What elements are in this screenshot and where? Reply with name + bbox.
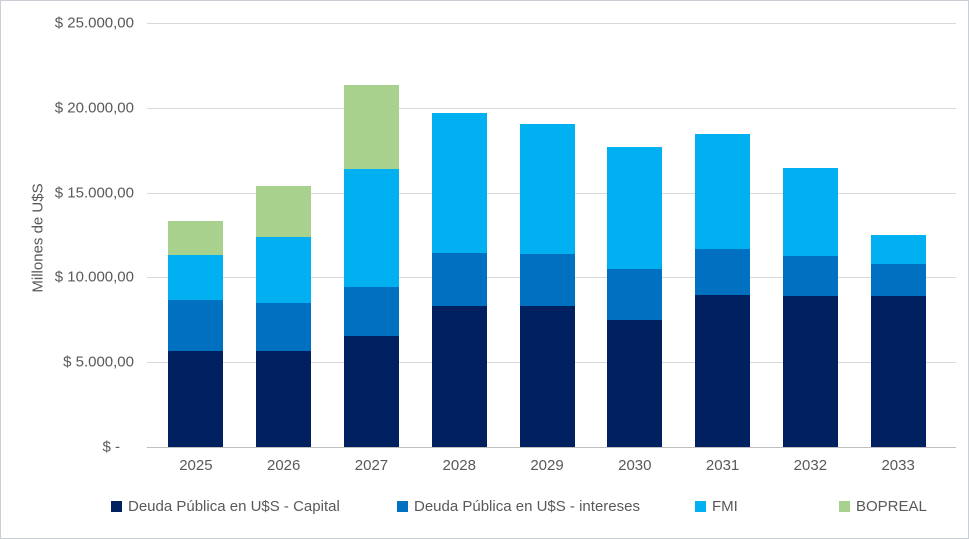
- bars: [152, 23, 942, 447]
- bar-segment: [519, 123, 575, 254]
- stacked-bar-2031: [695, 134, 751, 447]
- stacked-bar-2033: [870, 235, 926, 447]
- bar-segment: [256, 302, 312, 352]
- bar-slot: [591, 23, 679, 447]
- bar-segment: [607, 319, 663, 447]
- bar-slot: [854, 23, 942, 447]
- y-tick-label: $ 25.000,00: [54, 14, 134, 32]
- bar-slot: [240, 23, 328, 447]
- bar-segment: [782, 256, 838, 297]
- bar-segment: [343, 287, 399, 336]
- x-tick-label: 2028: [442, 457, 476, 474]
- bar-segment: [607, 146, 663, 269]
- y-tick-label: $ 20.000,00: [54, 99, 134, 117]
- x-tick-label: 2032: [793, 457, 828, 474]
- x-tick-label: 2029: [530, 457, 564, 474]
- y-tick-label: $ 10.000,00: [54, 268, 134, 286]
- x-axis-labels: 2025 2026 2027 2028 2029 2030 2031 2032 2033: [152, 457, 942, 474]
- gridline: [147, 23, 956, 24]
- x-tick-label: 2031: [705, 457, 740, 474]
- bar-segment: [343, 335, 399, 447]
- stacked-bar-2029: [519, 123, 575, 447]
- bar-segment: [168, 351, 224, 447]
- legend-item: Deuda Pública en U$S - Capital: [111, 498, 340, 515]
- stacked-bar-2030: [607, 146, 663, 447]
- x-tick-label: 2026: [266, 457, 301, 474]
- bar-segment: [256, 185, 312, 237]
- bar-segment: [431, 306, 487, 447]
- stacked-bar-2027: [343, 84, 399, 447]
- legend-label: Deuda Pública en U$S - Capital: [128, 498, 340, 515]
- bar-slot: [679, 23, 767, 447]
- bar-segment: [343, 169, 399, 288]
- bar-slot: [328, 23, 416, 447]
- x-tick-label: 2027: [354, 457, 389, 474]
- legend-swatch-icon: [839, 501, 850, 512]
- y-tick-label: $ -: [102, 438, 120, 456]
- y-tick-label: $ 5.000,00: [63, 353, 134, 371]
- bar-segment: [431, 252, 487, 307]
- bar-segment: [782, 168, 838, 257]
- bar-segment: [695, 134, 751, 249]
- bar-slot: [152, 23, 240, 447]
- bar-segment: [519, 253, 575, 307]
- legend-swatch-icon: [397, 501, 408, 512]
- plot-area: [147, 23, 956, 448]
- bar-segment: [607, 268, 663, 320]
- bar-segment: [168, 255, 224, 301]
- bar-segment: [870, 296, 926, 447]
- stacked-bar-2025: [168, 221, 224, 447]
- legend-label: FMI: [712, 498, 738, 515]
- bar-slot: [766, 23, 854, 447]
- legend-label: BOPREAL: [856, 498, 927, 515]
- legend: Deuda Pública en U$S - Capital Deuda Públ…: [1, 498, 968, 518]
- x-tick-label: 2025: [179, 457, 213, 474]
- x-tick-label: 2030: [618, 457, 652, 474]
- bar-segment: [343, 84, 399, 170]
- bar-segment: [870, 235, 926, 265]
- bar-segment: [870, 264, 926, 297]
- bar-segment: [431, 112, 487, 253]
- legend-swatch-icon: [111, 501, 122, 512]
- bar-segment: [519, 306, 575, 447]
- bar-segment: [168, 221, 224, 256]
- bar-segment: [695, 295, 751, 447]
- stacked-bar-2028: [431, 112, 487, 447]
- legend-item: FMI: [695, 498, 738, 515]
- bar-segment: [256, 351, 312, 447]
- legend-item: BOPREAL: [839, 498, 927, 515]
- bar-slot: [503, 23, 591, 447]
- legend-swatch-icon: [695, 501, 706, 512]
- stacked-bar-2032: [782, 168, 838, 447]
- stacked-bar-2026: [256, 185, 312, 447]
- bar-slot: [415, 23, 503, 447]
- bar-segment: [695, 248, 751, 296]
- x-tick-label: 2033: [881, 457, 915, 474]
- bar-segment: [782, 296, 838, 447]
- legend-label: Deuda Pública en U$S - intereses: [414, 498, 640, 515]
- legend-item: Deuda Pública en U$S - intereses: [397, 498, 640, 515]
- y-tick-label: $ 15.000,00: [54, 184, 134, 202]
- gridline: [147, 107, 956, 109]
- bar-segment: [256, 236, 312, 303]
- bar-segment: [168, 300, 224, 352]
